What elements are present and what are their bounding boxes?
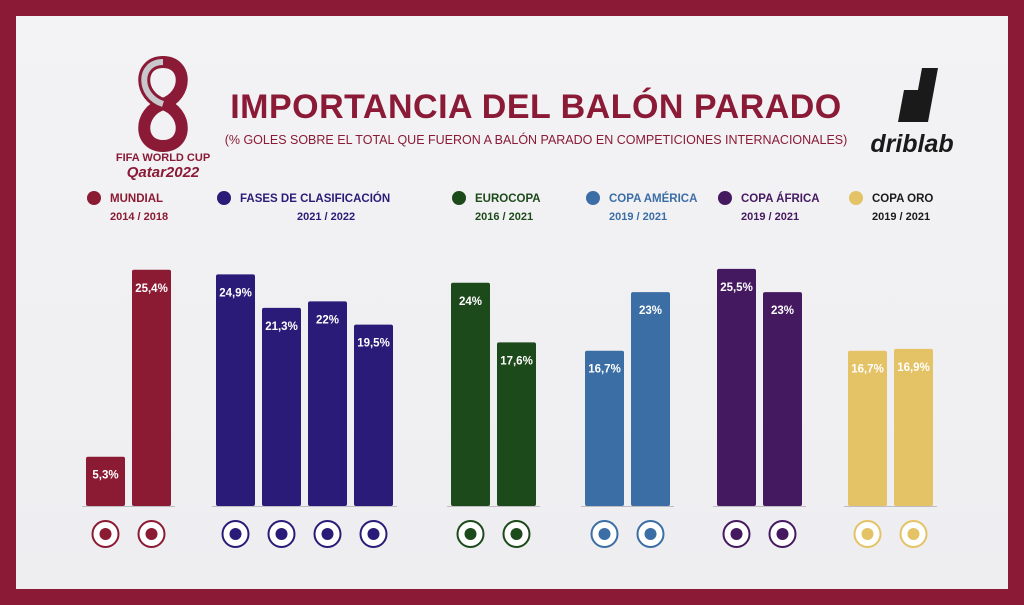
- bar-value-label: 5,3%: [92, 470, 118, 482]
- bar-value-label: 24%: [459, 296, 482, 308]
- bar: [132, 269, 171, 506]
- bar-value-label: 24,9%: [219, 287, 252, 299]
- competition-logo-core: [464, 528, 477, 540]
- competition-logo-core: [229, 528, 242, 540]
- legend-dot: [452, 191, 466, 205]
- bar-value-label: 25,4%: [135, 283, 168, 295]
- legend-dot: [217, 191, 231, 205]
- legend-label: EUROCOPA: [475, 193, 541, 205]
- legend-years: 2019 / 2021: [872, 211, 930, 223]
- competition-logo-core: [275, 528, 288, 540]
- competition-logo-core: [598, 528, 611, 540]
- bar-value-label: 23%: [639, 305, 662, 317]
- legend-label: COPA AMÉRICA: [609, 192, 697, 205]
- bar: [354, 324, 393, 506]
- legend-years: 2016 / 2021: [475, 211, 533, 223]
- bar-value-label: 22%: [316, 314, 339, 326]
- bar-group: COPA ORO 2019 / 2021 16,7% 16,9%: [844, 191, 937, 548]
- bar-value-label: 16,7%: [588, 364, 621, 376]
- legend-label: FASES DE CLASIFICACIÓN: [240, 192, 390, 205]
- page-subtitle: (% GOLES SOBRE EL TOTAL QUE FUERON A BAL…: [224, 133, 848, 147]
- bar: [497, 342, 536, 506]
- bar: [308, 301, 347, 506]
- bar-value-label: 16,9%: [897, 362, 930, 374]
- bar-value-label: 17,6%: [500, 355, 533, 367]
- bar-group: EUROCOPA 2016 / 2021 24% 17,6%: [447, 191, 541, 548]
- world-cup-logo-line1: FIFA WORLD CUP: [115, 152, 211, 164]
- driblab-mark-icon: [898, 68, 938, 122]
- bar: [86, 456, 125, 506]
- bar: [894, 348, 933, 506]
- legend-dot: [586, 191, 600, 205]
- competition-logo-core: [861, 528, 874, 540]
- legend-label: MUNDIAL: [110, 193, 163, 205]
- bar-value-label: 25,5%: [720, 282, 753, 294]
- world-cup-logo-line2: Qatar2022: [126, 164, 200, 181]
- bar: [763, 292, 802, 506]
- driblab-logo: driblab: [864, 68, 960, 168]
- legend-label: COPA ÁFRICA: [741, 192, 820, 205]
- bar-group: FASES DE CLASIFICACIÓN 2021 / 2022 24,9% 21…: [212, 191, 397, 548]
- driblab-wordmark: driblab: [870, 130, 954, 158]
- competition-logo-core: [730, 528, 743, 540]
- bar-value-label: 23%: [771, 305, 794, 317]
- competition-logo-core: [367, 528, 380, 540]
- competition-logo-core: [321, 528, 334, 540]
- bar-group: MUNDIAL 2014 / 2018 5,3% 25,4%: [82, 191, 175, 548]
- legend-years: 2019 / 2021: [609, 211, 667, 223]
- bar-value-label: 19,5%: [357, 338, 390, 350]
- competition-logo-core: [510, 528, 523, 540]
- legend-years: 2021 / 2022: [297, 211, 355, 223]
- competition-logo-core: [644, 528, 657, 540]
- competition-logo-core: [145, 528, 158, 540]
- world-cup-logo: FIFA WORLD CUP Qatar2022: [108, 55, 218, 186]
- bar-value-label: 21,3%: [265, 321, 298, 333]
- bar: [717, 268, 756, 506]
- bar: [262, 307, 301, 506]
- legend-dot: [718, 191, 732, 205]
- bar: [585, 350, 624, 506]
- competition-logo-core: [99, 528, 112, 540]
- bar: [631, 292, 670, 506]
- legend-years: 2019 / 2021: [741, 211, 799, 223]
- infographic-card: IMPORTANCIA DEL BALÓN PARADO (% GOLES SO…: [16, 16, 1008, 589]
- world-cup-emblem-icon: [138, 55, 188, 153]
- legend-years: 2014 / 2018: [110, 211, 168, 223]
- bar: [451, 282, 490, 506]
- legend-label: COPA ORO: [872, 193, 933, 205]
- legend-dot: [87, 191, 101, 205]
- bar: [848, 350, 887, 506]
- bar-group: COPA ÁFRICA 2019 / 2021 25,5% 23%: [713, 191, 820, 548]
- page-title: IMPORTANCIA DEL BALÓN PARADO: [230, 88, 842, 126]
- bar-value-label: 16,7%: [851, 364, 884, 376]
- bar-chart: MUNDIAL 2014 / 2018 5,3% 25,4% FASES DE CLAS…: [82, 191, 937, 548]
- bar-group: COPA AMÉRICA 2019 / 2021 16,7% 23%: [581, 191, 697, 548]
- bar: [216, 274, 255, 506]
- competition-logo-core: [776, 528, 789, 540]
- competition-logo-core: [907, 528, 920, 540]
- legend-dot: [849, 191, 863, 205]
